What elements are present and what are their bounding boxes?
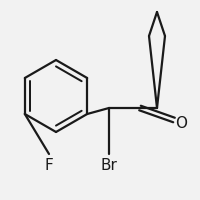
Text: F: F xyxy=(45,158,53,173)
Text: O: O xyxy=(175,116,187,132)
Text: Br: Br xyxy=(101,158,117,173)
